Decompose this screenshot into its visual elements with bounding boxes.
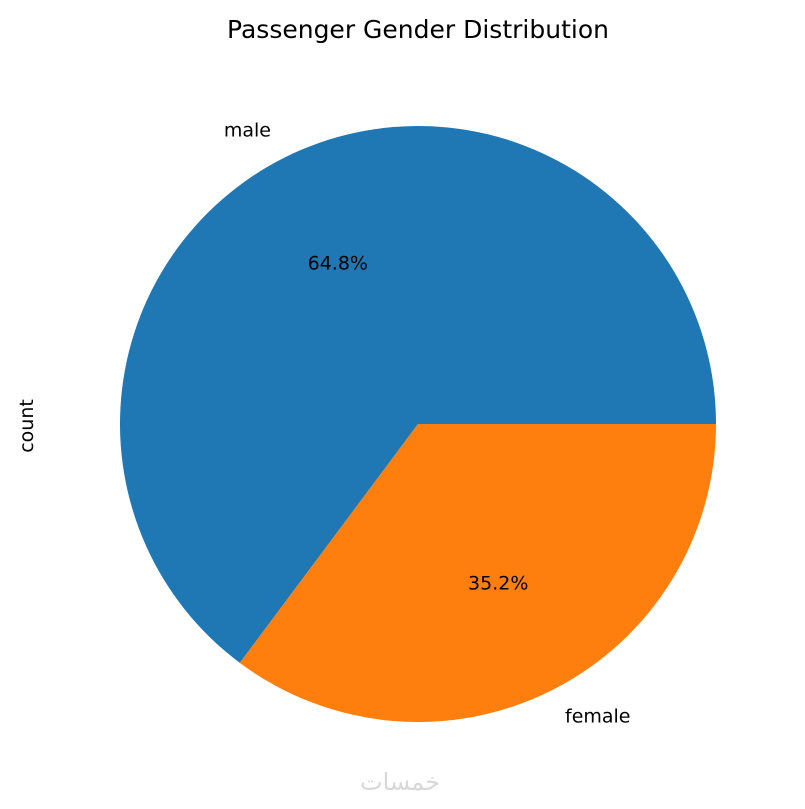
pie-slice-female <box>239 424 716 723</box>
y-axis-label: count <box>16 399 38 453</box>
pie-slices <box>120 126 717 723</box>
slice-percent-male: 64.8% <box>308 253 368 275</box>
pie-slice-male <box>120 126 717 663</box>
slice-label-female: female <box>565 706 631 728</box>
pie-labels: male 64.8% female 35.2% <box>224 120 631 728</box>
chart-title: Passenger Gender Distribution <box>227 15 609 44</box>
slice-label-male: male <box>224 120 271 142</box>
watermark: خمسات <box>360 768 440 796</box>
slice-percent-female: 35.2% <box>468 572 528 594</box>
